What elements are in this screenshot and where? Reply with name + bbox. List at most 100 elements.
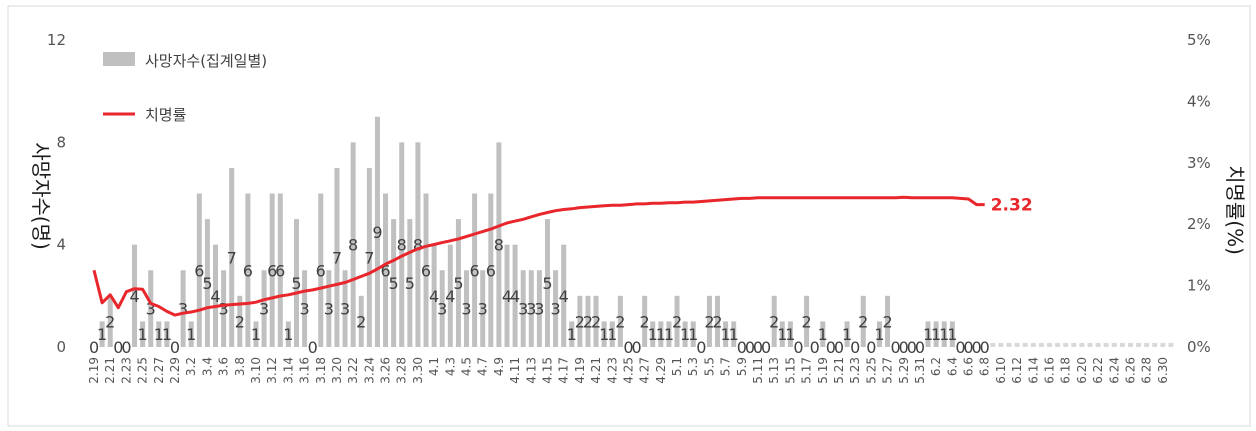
bar (779, 321, 785, 347)
bar (464, 270, 470, 347)
empty-bar-stub (998, 343, 1004, 347)
bar (423, 193, 429, 347)
bar-data-label: 4 (559, 287, 569, 306)
empty-bar-stub (1144, 343, 1150, 347)
bar (731, 321, 737, 347)
x-tick-label: 2.27 (152, 357, 166, 384)
bar-data-label: 1 (97, 325, 107, 344)
bar-data-label: 8 (348, 236, 358, 255)
x-tick-label: 5.25 (864, 357, 878, 384)
bar (334, 167, 340, 347)
x-tick-label: 5.15 (783, 357, 797, 384)
bar-data-label: 1 (680, 325, 690, 344)
bar-data-label: 6 (243, 261, 253, 280)
x-tick-label: 2.21 (103, 357, 117, 384)
x-tick-label: 2.23 (119, 357, 133, 384)
bar (261, 270, 267, 347)
bar (658, 321, 664, 347)
x-tick-label: 6.20 (1075, 357, 1089, 384)
bar-data-label: 0 (810, 338, 820, 357)
bar-data-label: 1 (154, 325, 164, 344)
bar-data-label: 0 (955, 338, 965, 357)
bar-data-label: 4 (210, 287, 220, 306)
bar-data-label: 2 (769, 312, 779, 331)
bar (585, 295, 591, 347)
bar (326, 270, 332, 347)
x-tick-label: 3.20 (330, 357, 344, 384)
y-right-axis-title: 치명률(%) (1223, 165, 1247, 255)
bar-data-label: 5 (405, 274, 415, 293)
y-right-tick-label: 1% (1187, 277, 1211, 295)
x-tick-label: 6.10 (994, 357, 1008, 384)
x-tick-label: 5.17 (800, 357, 814, 384)
bar-data-label: 0 (866, 338, 876, 357)
bar (99, 321, 105, 347)
bar (666, 321, 672, 347)
bar-data-label: 0 (850, 338, 860, 357)
x-tick-label: 4.13 (524, 357, 538, 384)
bar (293, 219, 299, 347)
bar (528, 270, 534, 347)
bar (156, 321, 162, 347)
bar (553, 270, 559, 347)
bar-data-label: 1 (874, 325, 884, 344)
bar-data-label: 5 (389, 274, 399, 293)
x-tick-label: 3.4 (200, 357, 214, 376)
bar-data-label: 3 (324, 300, 334, 319)
bar-data-label: 6 (275, 261, 285, 280)
bar (350, 142, 356, 347)
bar-data-label: 1 (818, 325, 828, 344)
bar (771, 295, 777, 347)
bar-data-label: 0 (972, 338, 982, 357)
bar (577, 295, 583, 347)
bar-data-label: 3 (461, 300, 471, 319)
empty-bar-stub (1046, 343, 1052, 347)
bar-data-label: 1 (162, 325, 172, 344)
x-tick-label: 4.29 (654, 357, 668, 384)
bar-data-label: 7 (364, 248, 374, 267)
bar (561, 244, 567, 347)
bar-data-label: 1 (656, 325, 666, 344)
bar-data-label: 6 (421, 261, 431, 280)
bar (164, 321, 170, 347)
empty-bar-stub (1152, 343, 1158, 347)
x-tick-label: 5.7 (719, 357, 733, 376)
y-left-tick-label: 4 (56, 236, 66, 254)
bar (107, 295, 113, 347)
bar-data-label: 2 (575, 312, 585, 331)
x-tick-label: 6.18 (1059, 357, 1073, 384)
bar-data-label: 6 (486, 261, 496, 280)
bar-data-label: 0 (308, 338, 318, 357)
bar-data-label: 3 (178, 300, 188, 319)
bar-data-label: 3 (146, 300, 156, 319)
bar-data-label: 4 (445, 287, 455, 306)
x-tick-label: 4.17 (557, 357, 571, 384)
x-tick-label: 3.6 (217, 357, 231, 376)
empty-bar-stub (990, 343, 996, 347)
bar (407, 219, 413, 347)
bar-data-label: 0 (170, 338, 180, 357)
x-tick-label: 5.19 (816, 357, 830, 384)
x-tick-label: 3.10 (249, 357, 263, 384)
empty-bar-stub (1136, 343, 1142, 347)
y-right-tick-label: 2% (1187, 215, 1211, 233)
x-tick-label: 5.23 (848, 357, 862, 384)
x-tick-label: 6.6 (962, 357, 976, 376)
bar (488, 193, 494, 347)
bar (787, 321, 793, 347)
x-tick-label: 4.15 (540, 357, 554, 384)
empty-bar-stub (1022, 343, 1028, 347)
bar (844, 321, 850, 347)
bar-data-label: 1 (251, 325, 261, 344)
bar (642, 295, 648, 347)
bar (804, 295, 810, 347)
x-tick-label: 5.13 (767, 357, 781, 384)
bar (949, 321, 955, 347)
bar-data-label: 5 (542, 274, 552, 293)
bar-data-label: 0 (980, 338, 990, 357)
bar (302, 270, 308, 347)
x-tick-label: 6.22 (1091, 357, 1105, 384)
bar (715, 295, 721, 347)
bar (204, 219, 210, 347)
